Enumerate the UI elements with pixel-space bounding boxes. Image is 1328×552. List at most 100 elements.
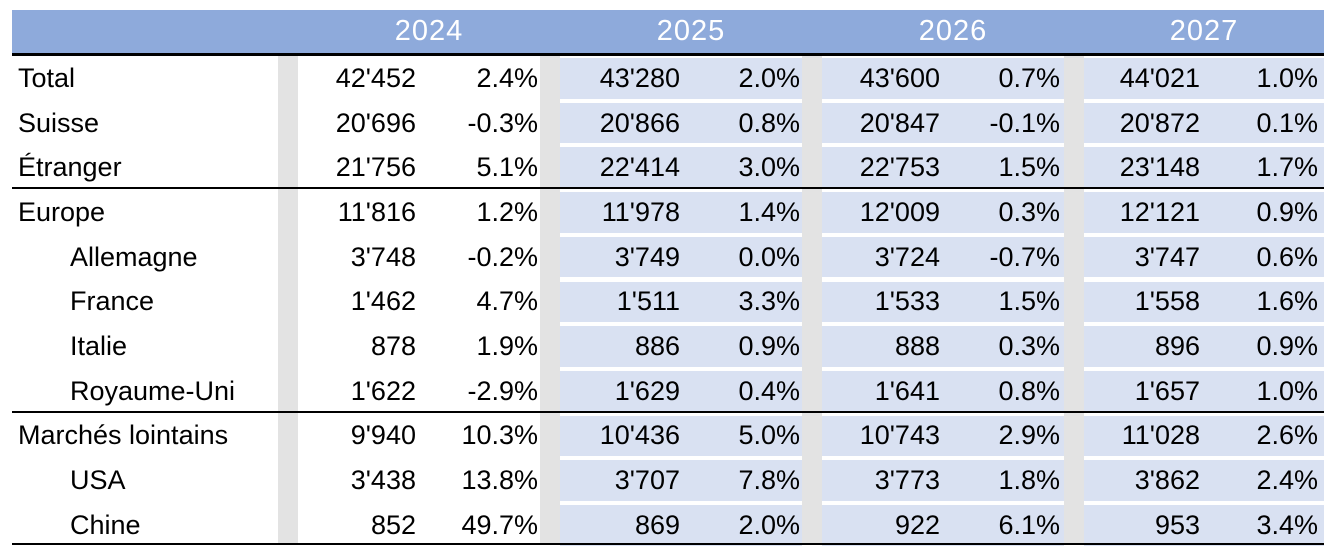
section-divider [12, 187, 1324, 189]
value-cell: 869 [634, 509, 680, 540]
change-percent-cell: 49.7% [461, 509, 538, 540]
header-rule [12, 53, 1324, 56]
value-cell: 3'438 [350, 465, 416, 496]
value-cell: 11'816 [337, 196, 416, 227]
change-percent-cell: 1.8% [998, 465, 1060, 496]
table-row: France 1'462 4.7% 1'511 3.3% 1'533 1.5% 1'558 1.… [12, 280, 1324, 325]
value-cell: 9'940 [350, 420, 416, 451]
value-cell: 1'657 [1134, 375, 1200, 406]
change-percent-cell: 0.7% [998, 62, 1060, 93]
table-row: Royaume-Uni 1'622 -2.9% 1'629 0.4% 1'641 0.8% 1… [12, 369, 1324, 414]
year-header-2027: 2027 [1169, 15, 1239, 47]
table-row: Chine 852 49.7% 869 2.0% 922 6.1% 953 3.4% [12, 503, 1324, 548]
column-separator [540, 53, 560, 545]
value-cell: 12'009 [859, 196, 940, 227]
forecast-cell-background [1084, 281, 1324, 323]
change-percent-cell: 2.6% [1256, 420, 1318, 451]
value-cell: 886 [634, 331, 680, 362]
row-label: USA [70, 465, 126, 496]
change-percent-cell: 1.2% [476, 196, 538, 227]
column-separator [802, 53, 822, 545]
change-percent-cell: 0.8% [998, 375, 1060, 406]
value-cell: 10'743 [859, 420, 940, 451]
value-cell: 1'641 [874, 375, 940, 406]
column-separator [278, 53, 298, 545]
value-cell: 22'414 [599, 152, 680, 183]
change-percent-cell: 3.0% [738, 152, 800, 183]
forecast-cell-background [1084, 102, 1324, 144]
forecast-cell-background [822, 281, 1064, 323]
year-header-2026: 2026 [918, 15, 988, 47]
table-row: Suisse 20'696 -0.3% 20'866 0.8% 20'847 -0.1% 20… [12, 101, 1324, 146]
change-percent-cell: 5.0% [738, 420, 800, 451]
value-cell: 888 [894, 331, 940, 362]
value-cell: 21'756 [335, 152, 416, 183]
change-percent-cell: 0.3% [998, 331, 1060, 362]
change-percent-cell: 2.0% [738, 62, 800, 93]
forecast-cell-background [822, 326, 1064, 367]
value-cell: 42'452 [335, 62, 416, 93]
value-cell: 11'978 [601, 196, 680, 227]
change-percent-cell: 1.0% [1256, 375, 1318, 406]
forecast-cell-background [560, 415, 802, 457]
change-percent-cell: 5.1% [476, 152, 538, 183]
value-cell: 3'724 [874, 241, 940, 272]
change-percent-cell: 0.8% [738, 107, 800, 138]
forecast-cell-background [822, 460, 1064, 501]
value-cell: 1'533 [874, 286, 940, 317]
value-cell: 896 [1154, 331, 1200, 362]
row-label: Suisse [18, 107, 100, 138]
value-cell: 3'707 [614, 465, 680, 496]
change-percent-cell: -0.2% [467, 241, 538, 272]
change-percent-cell: 1.7% [1256, 152, 1318, 183]
change-percent-cell: 0.9% [1256, 196, 1318, 227]
change-percent-cell: 0.3% [998, 196, 1060, 227]
value-cell: 20'866 [599, 107, 680, 138]
value-cell: 22'753 [859, 152, 940, 183]
value-cell: 1'558 [1134, 286, 1200, 317]
forecast-cell-background [560, 236, 802, 278]
value-cell: 1'462 [350, 286, 416, 317]
value-cell: 12'121 [1119, 196, 1200, 227]
table-row: Total 42'452 2.4% 43'280 2.0% 43'600 0.7% 44'02… [12, 56, 1324, 101]
table-row: Italie 878 1.9% 886 0.9% 888 0.3% 896 0.9% [12, 324, 1324, 369]
value-cell: 878 [370, 331, 416, 362]
year-header-2024: 2024 [394, 15, 464, 47]
value-cell: 20'696 [335, 107, 416, 138]
forecast-cell-background [1084, 370, 1324, 412]
forecast-cell-background [822, 415, 1064, 457]
value-cell: 3'747 [1134, 241, 1200, 272]
forecast-cell-background [1084, 192, 1324, 233]
row-label: France [70, 286, 155, 317]
year-header-2025: 2025 [656, 15, 726, 47]
row-label: Europe [18, 196, 106, 227]
value-cell: 1'622 [350, 375, 416, 406]
change-percent-cell: 0.4% [738, 375, 800, 406]
value-cell: 43'600 [859, 62, 940, 93]
row-label: Italie [70, 331, 128, 362]
forecast-cell-background [1084, 460, 1324, 501]
change-percent-cell: -2.9% [467, 375, 538, 406]
change-percent-cell: 2.4% [1256, 465, 1318, 496]
value-cell: 20'872 [1119, 107, 1200, 138]
row-label: Allemagne [70, 241, 198, 272]
forecast-cell-background [1084, 58, 1324, 99]
value-cell: 3'862 [1134, 465, 1200, 496]
change-percent-cell: 0.0% [738, 241, 800, 272]
change-percent-cell: 0.1% [1256, 107, 1318, 138]
change-percent-cell: 2.4% [476, 62, 538, 93]
forecast-cell-background [560, 460, 802, 501]
forecast-cell-background [560, 147, 802, 189]
value-cell: 44'021 [1119, 62, 1200, 93]
change-percent-cell: 0.9% [738, 331, 800, 362]
forecast-cell-background [560, 281, 802, 323]
forecast-cell-background [1084, 147, 1324, 189]
change-percent-cell: 1.4% [738, 196, 800, 227]
change-percent-cell: 13.8% [461, 465, 538, 496]
row-label: Marchés lointains [18, 420, 229, 451]
table-header: 2024 2025 2026 2027 [12, 10, 1324, 53]
row-label: Royaume-Uni [70, 375, 236, 406]
row-label: Étranger [18, 152, 122, 183]
value-cell: 1'511 [616, 286, 680, 317]
change-percent-cell: 3.4% [1256, 509, 1318, 540]
